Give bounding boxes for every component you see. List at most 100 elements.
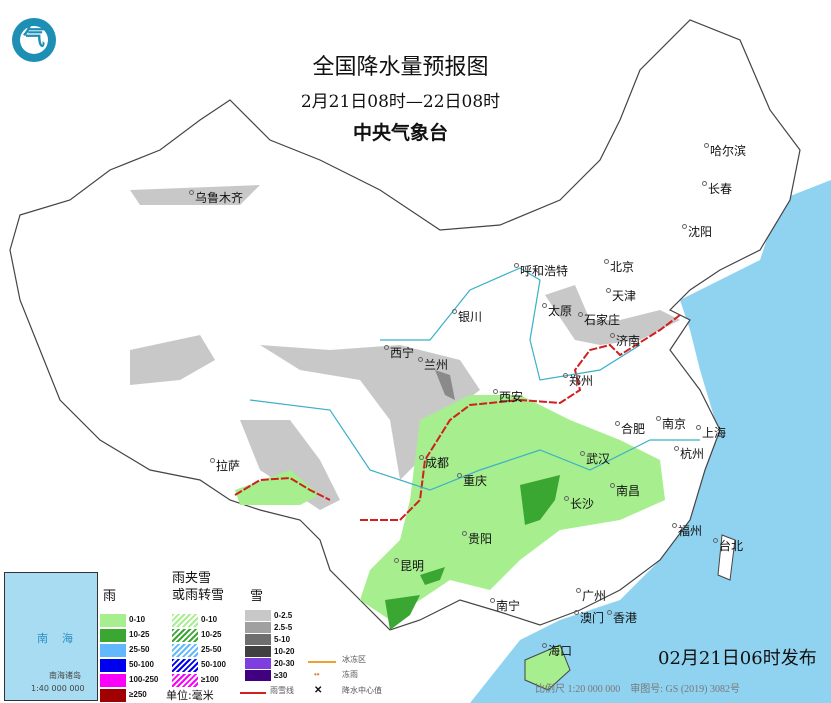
legend: 雨 雨夹雪 或雨转雪 雪 0-10 10-25 25-50 50-100 100-250…: [100, 570, 390, 703]
legend-swatch-rain: [100, 644, 126, 657]
legend-swatch-snow: [245, 634, 271, 645]
legend-precip-center: 降水中心值: [342, 686, 382, 695]
city-label: 香港: [606, 610, 638, 625]
legend-label-rain: 25-50: [129, 645, 150, 654]
legend-swatch-rain: [100, 689, 126, 702]
legend-freezing-rain: 冻雨: [342, 670, 358, 679]
legend-label-snow: 0-2.5: [274, 611, 293, 620]
rain-area: [360, 395, 665, 620]
freeze-zone-symbol: [308, 661, 336, 663]
cma-logo: 气: [12, 18, 56, 62]
city-label: 沈阳: [681, 224, 713, 239]
city-label: 福州: [671, 523, 703, 538]
south-china-sea-inset: 南海 南海诸岛 1:40 000 000: [4, 572, 98, 701]
scale-text: 比例尺 1:20 000 000: [535, 684, 621, 695]
legend-label-rain: 50-100: [129, 660, 154, 669]
freezing-rain-symbol: ••: [314, 670, 320, 679]
city-label: 上海: [695, 425, 727, 440]
city-label: 西安: [492, 389, 524, 404]
city-label: 郑州: [562, 373, 594, 388]
hainan: [524, 644, 571, 691]
legend-label-mixed: ≥100: [201, 675, 219, 684]
legend-swatch-snow: [245, 670, 271, 681]
city-label: 澳门: [573, 610, 605, 625]
rain-area-heavy: [385, 595, 420, 630]
city-label: 成都: [418, 455, 450, 470]
city-label: 海口: [541, 643, 573, 658]
city-label: 拉萨: [209, 458, 241, 473]
city-label: 银川: [451, 309, 483, 324]
city-label: 合肥: [614, 421, 646, 436]
legend-snow-title: 雪: [250, 589, 264, 604]
city-label: 兰州: [417, 357, 449, 372]
rain-snow-line-symbol: [240, 692, 266, 694]
snow-heavy-area: [435, 370, 455, 400]
city-label: 长沙: [563, 496, 595, 511]
legend-rain-snow-line: 雨雪线: [270, 686, 294, 695]
legend-swatch-snow: [245, 610, 271, 621]
city-label: 南宁: [489, 598, 521, 613]
legend-label-rain: 0-10: [129, 615, 146, 624]
legend-label-mixed: 10-25: [201, 630, 222, 639]
city-label: 北京: [603, 259, 635, 274]
legend-swatch-mixed: [172, 674, 198, 687]
city-label: 台北: [712, 538, 744, 553]
city-label: 南昌: [609, 483, 641, 498]
forecast-period: 2月21日08时—22日08时: [300, 92, 501, 112]
agency: 中央气象台: [352, 122, 448, 144]
legend-freeze-zone: 冰冻区: [342, 655, 366, 664]
taiwan: [717, 534, 736, 581]
yellow-river: [380, 267, 641, 381]
legend-swatch-snow: [245, 622, 271, 633]
rain-area: [235, 470, 320, 505]
city-label: 南京: [655, 416, 687, 431]
legend-label-rain: 10-25: [129, 630, 150, 639]
legend-label-mixed: 50-100: [201, 660, 226, 669]
legend-mixed-title-2: 或雨转雪: [172, 588, 225, 603]
city-label: 哈尔滨: [703, 143, 747, 158]
legend-label-snow: 5-10: [274, 635, 291, 644]
city-label: 天津: [605, 288, 637, 303]
legend-label-snow: 10-20: [274, 647, 295, 656]
rain-area-heavy: [420, 567, 445, 585]
city-label: 广州: [575, 588, 607, 603]
snow-area: [130, 185, 260, 205]
legend-swatch-mixed: [172, 629, 198, 642]
legend-label-snow: 20-30: [274, 659, 295, 668]
snow-area: [545, 285, 680, 345]
legend-swatch-rain: [100, 614, 126, 627]
legend-label-rain: ≥250: [129, 690, 147, 699]
issue-time: 02月21日06时发布: [658, 648, 817, 669]
legend-label-snow: 2.5-5: [274, 623, 293, 632]
city-label: 乌鲁木齐: [188, 190, 244, 205]
legend-swatch-snow: [245, 658, 271, 669]
city-label: 杭州: [673, 446, 705, 461]
city-label: 贵阳: [461, 531, 493, 546]
legend-swatch-snow: [245, 646, 271, 657]
city-label: 长春: [701, 181, 733, 196]
sea: [470, 180, 831, 703]
map-title: 全国降水量预报图: [312, 55, 489, 80]
snow-area: [130, 335, 215, 385]
map-number: 审图号: GS (2019) 3082号: [630, 684, 741, 695]
legend-label-mixed: 0-10: [201, 615, 218, 624]
legend-swatch-rain: [100, 659, 126, 672]
snow-area: [240, 420, 340, 510]
city-label: 重庆: [456, 473, 488, 488]
city-label: 石家庄: [577, 312, 621, 327]
inset-scale: 1:40 000 000: [31, 684, 85, 693]
legend-rain-title: 雨: [103, 589, 117, 604]
city-label: 西宁: [383, 345, 415, 360]
precip-center-symbol: ✕: [314, 685, 323, 696]
legend-label-snow: ≥30: [274, 671, 288, 680]
legend-swatch-rain: [100, 674, 126, 687]
legend-unit: 单位:毫米: [166, 689, 214, 702]
yangtze-river: [249, 399, 700, 491]
city-label: 呼和浩特: [513, 263, 569, 278]
legend-label-rain: 100-250: [129, 675, 159, 684]
legend-mixed-title: 雨夹雪: [172, 571, 212, 586]
city-label: 武汉: [579, 451, 611, 466]
inset-name: 南海诸岛: [49, 671, 81, 680]
city-label: 昆明: [393, 558, 425, 573]
